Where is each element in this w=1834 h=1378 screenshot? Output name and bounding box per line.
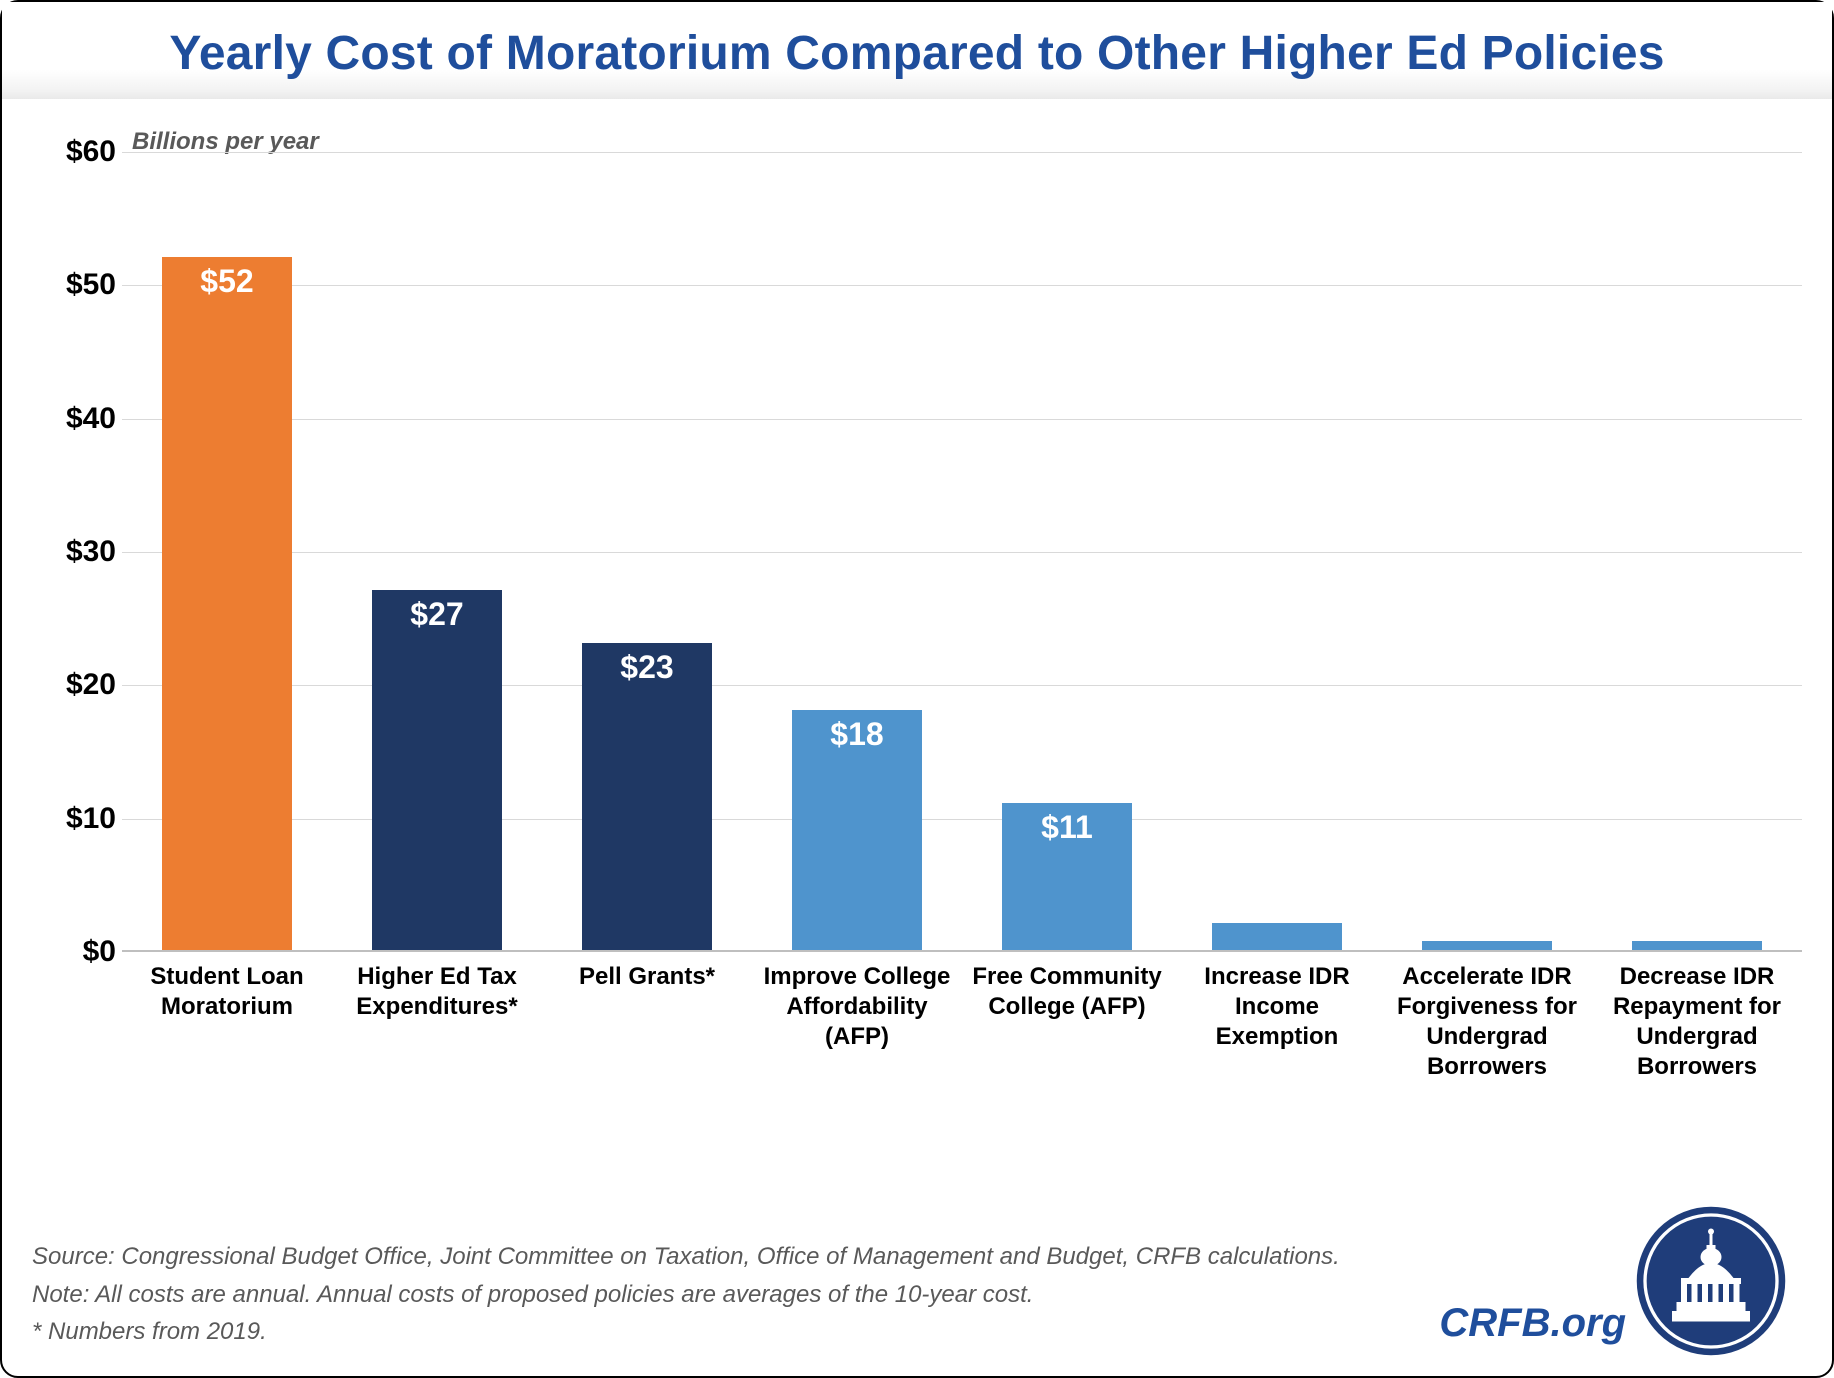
bar-value-label: $27 [372, 596, 502, 633]
x-category-label: Free Community College (AFP) [962, 962, 1172, 1022]
y-tick-label: $10 [26, 802, 116, 836]
footnote-source: Source: Congressional Budget Office, Joi… [32, 1238, 1806, 1275]
y-tick-label: $30 [26, 535, 116, 569]
plot-area: $52 $27 $23 $18 $11 [122, 152, 1802, 952]
bar: $18 [792, 710, 922, 950]
grid-line [122, 552, 1802, 553]
crfb-capitol-logo-icon [1636, 1206, 1786, 1356]
x-category-label: Increase IDR Income Exemption [1172, 962, 1382, 1052]
y-tick-label: $40 [26, 402, 116, 436]
grid-line [122, 152, 1802, 153]
brand-text: CRFB.org [1439, 1301, 1626, 1346]
x-category-label: Decrease IDR Repayment for Undergrad Bor… [1592, 962, 1802, 1082]
x-category-label: Higher Ed Tax Expenditures* [332, 962, 542, 1022]
bar-value-label: $52 [162, 263, 292, 300]
bar-value-label: $11 [1002, 809, 1132, 846]
bar-value-label: $18 [792, 716, 922, 753]
bar: $11 [1002, 803, 1132, 950]
bar [1422, 941, 1552, 950]
y-tick-label: $20 [26, 668, 116, 702]
x-category-label: Pell Grants* [542, 962, 752, 992]
bar: $52 [162, 257, 292, 950]
bar [1212, 923, 1342, 950]
x-category-label: Accelerate IDR Forgiveness for Undergrad… [1382, 962, 1592, 1082]
bar [1632, 941, 1762, 950]
grid-line [122, 285, 1802, 286]
y-tick-label: $60 [26, 135, 116, 169]
chart: Billions per year $52$27$23$18$11 $0$10$… [22, 132, 1816, 1122]
bar-value-label: $23 [582, 649, 712, 686]
bar: $27 [372, 590, 502, 950]
footer: Source: Congressional Budget Office, Joi… [32, 1238, 1806, 1350]
y-tick-label: $0 [26, 935, 116, 969]
grid-line [122, 419, 1802, 420]
x-category-label: Student Loan Moratorium [122, 962, 332, 1022]
bar: $23 [582, 643, 712, 950]
x-category-label: Improve College Affordability (AFP) [752, 962, 962, 1052]
chart-title: Yearly Cost of Moratorium Compared to Ot… [42, 26, 1792, 81]
title-band: Yearly Cost of Moratorium Compared to Ot… [2, 2, 1832, 99]
y-tick-label: $50 [26, 268, 116, 302]
